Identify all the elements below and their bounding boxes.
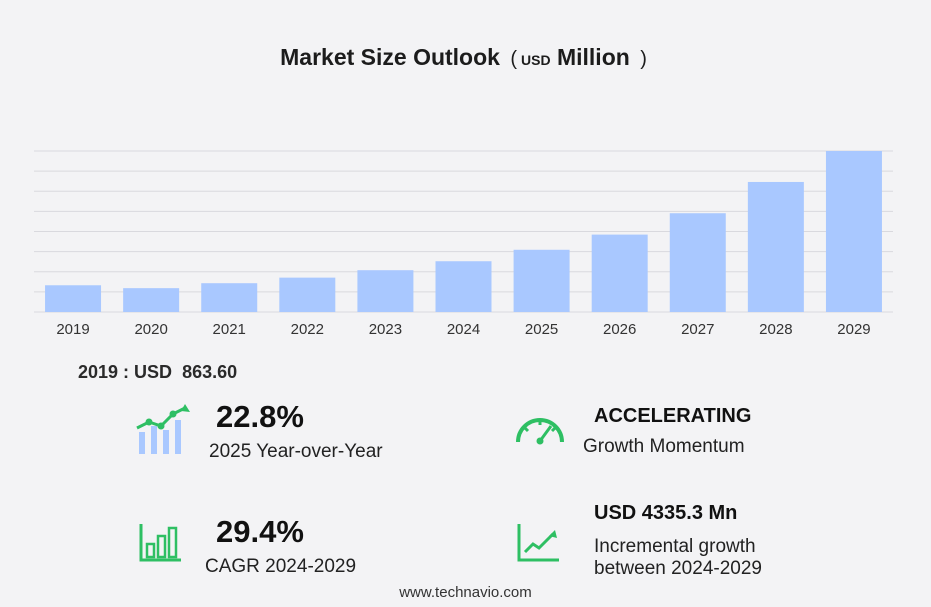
chart-title: Market Size Outlook (USD Million ) [0,44,931,71]
growth-bars-icon [136,404,190,454]
momentum-stat: ACCELERATING [594,405,751,428]
yoy-value: 22.8% [216,399,304,434]
yoy-label: 2025 Year-over-Year [209,441,383,462]
momentum-label: Growth Momentum [583,436,745,457]
bar-2024 [435,261,492,312]
cagr-value: 29.4% [216,514,304,549]
x-tick-label-2025: 2025 [525,321,558,338]
x-tick-label-2020: 2020 [134,321,167,338]
momentum-value: ACCELERATING [594,405,752,427]
incremental-label-line2: between 2024-2029 [594,558,762,579]
speedometer-icon [516,418,564,445]
bar-2023 [357,270,414,312]
title-paren-open: ( [510,48,518,70]
title-unit: USD [521,52,551,68]
bar-2019 [45,285,102,312]
x-tick-label-2024: 2024 [447,321,480,338]
yoy-stat-label: 2025 Year-over-Year [209,441,383,463]
bar-2020 [123,288,180,312]
x-tick-label-2028: 2028 [759,321,792,338]
bar-2026 [591,234,648,312]
yoy-stat: 22.8% [216,399,304,435]
incremental-value: USD 4335.3 Mn [594,502,738,524]
momentum-stat-label: Growth Momentum [583,436,745,458]
baseline-label-text: 2019 : USD [78,362,173,382]
x-tick-label-2027: 2027 [681,321,714,338]
x-tick-label-2029: 2029 [837,321,870,338]
source-footer: www.technavio.com [399,584,532,601]
bar-2029 [825,151,882,312]
bar-chart-icon [139,524,181,562]
cagr-stat-label: CAGR 2024-2029 [205,556,356,578]
title-paren-close: ) [640,48,647,70]
title-unit-suffix: Million [556,44,630,70]
bar-2021 [201,283,258,312]
bar-chart: 2019 2020 2021 2022 2023 2024 2025 2026 2027 2028… [34,150,893,338]
cagr-label: CAGR 2024-2029 [205,556,357,577]
cagr-stat: 29.4% [216,514,304,550]
x-tick-label-2026: 2026 [603,321,636,338]
incremental-stat: USD 4335.3 Mn [594,502,737,525]
line-chart-icon [517,524,559,562]
x-tick-label-2023: 2023 [369,321,402,338]
title-text: Market Size Outlook [280,44,500,70]
bar-2027 [669,213,726,312]
incremental-label-line1: Incremental growth [594,536,756,557]
incremental-stat-label: Incremental growth between 2024-2029 [594,536,762,580]
x-tick-label-2019: 2019 [56,321,89,338]
x-tick-label-2022: 2022 [291,321,324,338]
baseline-value: 2019 : USD 863.60 [78,362,237,383]
bar-2022 [279,277,336,312]
bar-2025 [513,249,570,312]
baseline-amount: 863.60 [182,362,238,382]
bar-2028 [747,181,804,312]
x-tick-label-2021: 2021 [213,321,246,338]
